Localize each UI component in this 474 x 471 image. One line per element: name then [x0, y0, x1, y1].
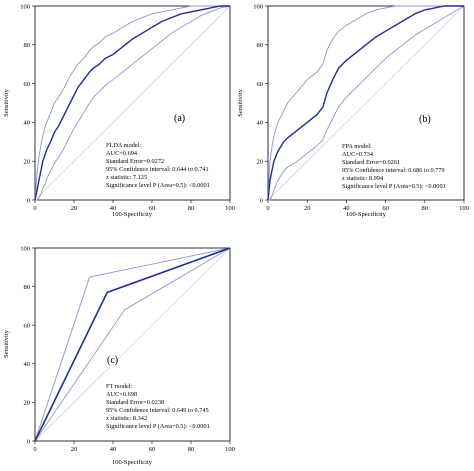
- diagonal-reference-line: [34, 5, 231, 201]
- stats-line: FLDA model:: [106, 142, 141, 149]
- y-tick-label: 20: [24, 159, 31, 166]
- ci-lower-line: [34, 247, 231, 442]
- x-tick-label: 100: [225, 205, 235, 212]
- panel-label: (b): [419, 114, 431, 125]
- y-tick-label: 100: [20, 245, 30, 252]
- y-axis-label: Sensitivity: [237, 88, 244, 117]
- x-tick-label: 60: [149, 446, 156, 453]
- x-tick-label: 100: [225, 446, 235, 453]
- x-tick-label: 20: [304, 205, 311, 212]
- panel-label: (c): [107, 355, 118, 366]
- stats-line: z statistic: 8.994: [342, 175, 384, 182]
- y-tick-label: 20: [257, 159, 264, 166]
- x-tick-label: 80: [188, 446, 195, 453]
- y-tick-label: 40: [24, 361, 31, 368]
- stats-line: Standard Error=0.0238: [106, 399, 164, 406]
- stats-line: FT model:: [106, 383, 133, 390]
- stats-line: z statistic: 7.125: [106, 174, 147, 181]
- y-tick-label: 80: [24, 284, 31, 291]
- stats-line: z statistic: 8.342: [106, 415, 147, 422]
- y-axis-label: Sensitivity: [3, 88, 10, 117]
- x-tick-label: 20: [71, 446, 78, 453]
- axis-ticks: 0 20 40 60 80 100 0 20 40 60 80 100: [20, 245, 235, 453]
- y-tick-label: 60: [257, 81, 264, 88]
- y-tick-label: 100: [20, 3, 30, 10]
- x-tick-label: 0: [266, 205, 269, 212]
- y-tick-label: 80: [257, 42, 264, 49]
- roc-curve: [267, 5, 464, 201]
- y-tick-label: 100: [253, 3, 263, 10]
- ci-upper-line: [34, 247, 231, 442]
- roc-curve: [34, 5, 230, 201]
- x-tick-label: 0: [33, 446, 36, 453]
- plot-frame: [34, 247, 231, 442]
- x-tick-label: 0: [33, 205, 36, 212]
- stats-line: Standard Error=0.0272: [106, 158, 164, 165]
- y-tick-label: 60: [24, 81, 31, 88]
- panel-c: 0 20 40 60 80 100 0 20 40 60 80 100 100-Specificity…: [3, 245, 235, 466]
- y-tick-label: 20: [24, 400, 31, 407]
- x-tick-label: 40: [110, 205, 117, 212]
- stats-line: AUC=0.694: [106, 150, 138, 157]
- y-axis-label: Sensitivity: [3, 329, 10, 358]
- axis-ticks: 0 20 40 60 80 100 0 20 40 60 80 100: [20, 3, 235, 212]
- stats-line: AUC=0.734: [342, 151, 374, 158]
- ci-lower-line: [268, 5, 465, 201]
- stats-line: 95% Confidence interval: 0.644 to 0.741: [106, 166, 209, 173]
- y-tick-label: 60: [24, 323, 31, 330]
- plot-frame: [267, 5, 465, 201]
- y-tick-label: 0: [27, 438, 30, 445]
- ci-upper-line: [34, 5, 230, 201]
- panel-b: 0 20 40 60 80 100 0 20 40 60 80 100 100-Specificity…: [237, 3, 469, 218]
- diagonal-reference-line: [34, 247, 231, 442]
- ci-upper-line: [267, 5, 464, 201]
- y-tick-label: 0: [27, 197, 30, 204]
- panel-label: (a): [174, 113, 185, 124]
- x-tick-label: 60: [382, 205, 389, 212]
- x-tick-label: 60: [149, 205, 156, 212]
- y-tick-label: 0: [260, 197, 263, 204]
- x-tick-label: 80: [422, 205, 429, 212]
- x-axis-label: 100-Specificity: [112, 211, 153, 218]
- stats-line: 95% Confidence interval: 0.686 to 0.779: [342, 167, 445, 174]
- plot-frame: [34, 5, 231, 201]
- y-tick-label: 40: [257, 120, 264, 127]
- x-axis-label: 100-Specificity: [346, 211, 387, 218]
- diagonal-reference-line: [267, 5, 465, 201]
- stats-line: Significance level P (Area=0.5): <0.0001: [106, 182, 210, 189]
- x-tick-label: 100: [459, 205, 469, 212]
- panel-a: 0 20 40 60 80 100 0 20 40 60 80 100 100-Specificity…: [3, 3, 235, 218]
- stats-line: 95% Confidence interval: 0.649 to 0.745: [106, 407, 209, 414]
- y-tick-label: 40: [24, 120, 31, 127]
- x-tick-label: 40: [110, 446, 117, 453]
- x-tick-label: 80: [188, 205, 195, 212]
- stats-line: FPA model:: [342, 143, 372, 150]
- ci-lower-line: [35, 5, 231, 201]
- x-tick-label: 40: [343, 205, 350, 212]
- axis-ticks: 0 20 40 60 80 100 0 20 40 60 80 100: [253, 3, 469, 212]
- stats-line: Significance level P (Area=0.5): <0.0001: [342, 183, 446, 190]
- stats-line: Significance level P (Area=0.5): <0.0001: [106, 423, 210, 430]
- roc-curve: [34, 247, 231, 442]
- x-axis-label: 100-Specificity: [112, 459, 153, 466]
- x-tick-label: 20: [71, 205, 78, 212]
- stats-line: AUC=0.698: [106, 391, 137, 398]
- stats-line: Standard Error=0.0261: [342, 159, 400, 166]
- y-tick-label: 80: [24, 42, 31, 49]
